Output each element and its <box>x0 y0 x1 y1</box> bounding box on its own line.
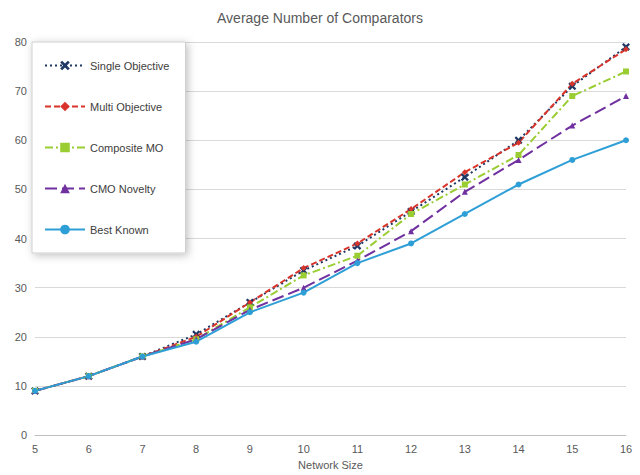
svg-text:20: 20 <box>15 331 27 343</box>
svg-text:7: 7 <box>139 443 145 455</box>
svg-text:Multi Objective: Multi Objective <box>90 101 162 113</box>
svg-text:10: 10 <box>298 443 310 455</box>
svg-text:Single Objective: Single Objective <box>90 60 170 72</box>
svg-text:11: 11 <box>352 443 363 455</box>
svg-text:5: 5 <box>32 443 38 455</box>
svg-text:15: 15 <box>566 443 578 455</box>
svg-text:60: 60 <box>15 134 27 146</box>
svg-text:Best Known: Best Known <box>90 224 149 236</box>
svg-text:80: 80 <box>15 36 27 48</box>
svg-text:10: 10 <box>15 380 27 392</box>
svg-text:12: 12 <box>405 443 417 455</box>
svg-text:0: 0 <box>21 429 27 441</box>
svg-text:Network Size: Network Size <box>298 459 363 471</box>
svg-text:50: 50 <box>15 183 27 195</box>
svg-text:40: 40 <box>15 233 27 245</box>
svg-text:Composite MO: Composite MO <box>90 142 164 154</box>
svg-text:CMO Novelty: CMO Novelty <box>90 183 156 195</box>
svg-text:8: 8 <box>193 443 199 455</box>
svg-text:30: 30 <box>15 282 27 294</box>
svg-text:9: 9 <box>247 443 253 455</box>
svg-text:6: 6 <box>86 443 92 455</box>
svg-text:Average Number of Comparators: Average Number of Comparators <box>217 10 423 26</box>
svg-text:14: 14 <box>512 443 524 455</box>
svg-text:16: 16 <box>620 443 632 455</box>
svg-text:13: 13 <box>459 443 471 455</box>
svg-text:70: 70 <box>15 85 27 97</box>
